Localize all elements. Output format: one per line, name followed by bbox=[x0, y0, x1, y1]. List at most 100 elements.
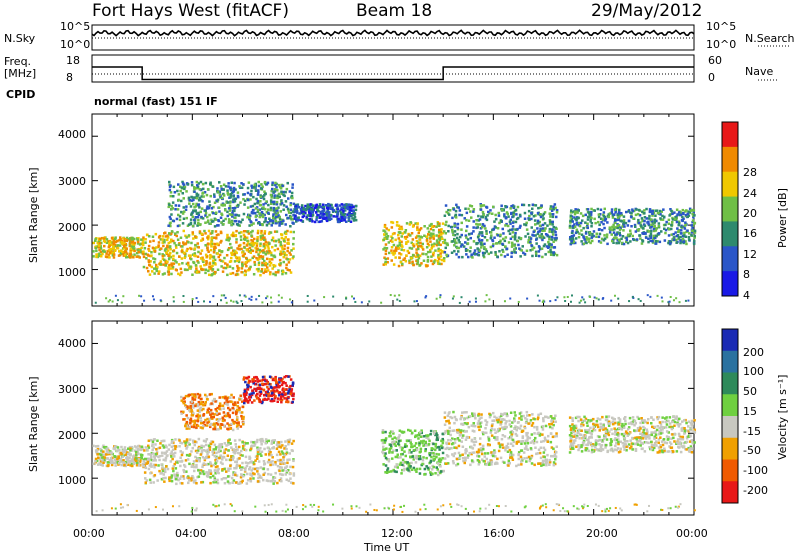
velocity-echo-cell bbox=[192, 423, 196, 427]
velocity-echo-cell bbox=[148, 478, 152, 482]
power-echo-cell bbox=[259, 254, 262, 258]
power-echo-cell bbox=[129, 256, 132, 259]
velocity-echo-cell bbox=[99, 463, 103, 466]
power-echo-cell bbox=[517, 243, 520, 247]
power-echo-cell bbox=[197, 222, 200, 225]
power-echo-cell bbox=[258, 208, 262, 211]
power-echo-cell bbox=[586, 215, 590, 219]
power-echo-cell bbox=[507, 241, 511, 244]
power-echo-cell bbox=[112, 242, 115, 246]
velocity-echo-cell bbox=[190, 400, 194, 403]
power-ground-speck bbox=[120, 301, 123, 304]
power-echo-cell bbox=[443, 251, 447, 254]
power-echo-cell bbox=[213, 225, 217, 228]
power-echo-cell bbox=[289, 208, 293, 211]
velocity-ground-speck bbox=[582, 506, 585, 509]
velocity-ground-speck bbox=[403, 504, 406, 507]
power-echo-cell bbox=[595, 232, 598, 235]
power-echo-cell bbox=[416, 254, 420, 257]
power-echo-cell bbox=[199, 223, 202, 226]
velocity-echo-cell bbox=[240, 481, 243, 484]
power-echo-cell bbox=[278, 258, 282, 262]
power-echo-cell bbox=[336, 213, 339, 216]
power-echo-cell bbox=[641, 239, 644, 242]
power-echo-cell bbox=[129, 250, 132, 253]
power-echo-cell bbox=[679, 235, 682, 239]
beam-label: Beam 18 bbox=[356, 1, 433, 21]
power-echo-cell bbox=[436, 224, 440, 227]
power-echo-cell bbox=[264, 268, 267, 271]
velocity-echo-cell bbox=[120, 453, 123, 456]
power-echo-cell bbox=[675, 208, 679, 211]
power-echo-cell bbox=[415, 259, 418, 262]
velocity-echo-cell bbox=[195, 463, 198, 467]
power-cbar-tick-28: 28 bbox=[743, 166, 757, 179]
velocity-echo-cell bbox=[184, 444, 188, 447]
power-ground-speck bbox=[220, 299, 223, 302]
power-echo-cell bbox=[402, 258, 405, 261]
velocity-echo-cell bbox=[218, 443, 221, 446]
velocity-ground-speck bbox=[450, 505, 453, 508]
power-echo-cell bbox=[506, 212, 509, 216]
power-echo-cell bbox=[327, 204, 330, 207]
power-echo-cell bbox=[233, 206, 237, 210]
power-echo-cell bbox=[620, 213, 623, 217]
power-ground-speck bbox=[589, 295, 592, 298]
power-echo-cell bbox=[264, 253, 267, 256]
power-echo-cell bbox=[436, 262, 440, 265]
power-echo-cell bbox=[236, 259, 239, 262]
power-echo-cell bbox=[214, 270, 217, 274]
power-echo-cell bbox=[263, 190, 266, 193]
power-echo-cell bbox=[661, 218, 665, 221]
power-echo-cell bbox=[663, 227, 666, 230]
power-echo-cell bbox=[569, 242, 572, 246]
power-echo-cell bbox=[291, 218, 294, 221]
velocity-ground-speck bbox=[295, 505, 298, 508]
power-echo-cell bbox=[472, 230, 475, 233]
velocity-echo-cell bbox=[192, 425, 196, 429]
velocity-echo-cell bbox=[233, 403, 236, 407]
power-echo-cell bbox=[464, 249, 468, 252]
power-echo-cell bbox=[107, 253, 111, 256]
power-echo-cell bbox=[258, 203, 262, 207]
velocity-echo-cell bbox=[234, 403, 237, 406]
power-echo-cell bbox=[195, 202, 198, 206]
velocity-ground-speck bbox=[110, 507, 113, 510]
velocity-echo-cell bbox=[232, 479, 236, 482]
power-ground-speck bbox=[152, 298, 155, 301]
power-echo-cell bbox=[330, 203, 333, 207]
power-echo-cell bbox=[437, 256, 440, 259]
power-echo-cell bbox=[276, 189, 279, 192]
power-echo-cell bbox=[153, 267, 156, 270]
power-echo-cell bbox=[625, 210, 628, 214]
power-echo-cell bbox=[460, 233, 463, 237]
velocity-echo-cell bbox=[288, 438, 292, 441]
power-echo-cell bbox=[460, 221, 463, 225]
power-echo-cell bbox=[470, 253, 473, 256]
velocity-echo-cell bbox=[101, 456, 104, 459]
power-echo-cell bbox=[538, 230, 541, 233]
power-echo-cell bbox=[185, 262, 189, 266]
power-echo-cell bbox=[189, 221, 193, 225]
velocity-ground-speck bbox=[399, 505, 402, 508]
power-echo-cell bbox=[677, 230, 680, 234]
power-echo-cell bbox=[626, 224, 630, 227]
velocity-echo-cell bbox=[248, 466, 252, 469]
power-echo-cell bbox=[240, 270, 243, 274]
velocity-echo-cell bbox=[225, 470, 228, 473]
power-echo-cell bbox=[94, 239, 97, 242]
velocity-echo-cell bbox=[221, 419, 225, 423]
power-ground-speck bbox=[687, 299, 690, 302]
power-echo-cell bbox=[478, 231, 482, 234]
power-echo-cell bbox=[690, 224, 693, 227]
power-echo-cell bbox=[642, 232, 645, 235]
nsearch-tick-top: 10^5 bbox=[706, 20, 737, 33]
power-echo-cell bbox=[227, 182, 230, 185]
power-echo-cell bbox=[206, 246, 209, 249]
power-echo-cell bbox=[531, 254, 534, 258]
power-echo-cell bbox=[617, 238, 621, 241]
freq-tick-top: 18 bbox=[66, 54, 80, 67]
power-echo-cell bbox=[691, 219, 695, 222]
velocity-echo-cell bbox=[223, 424, 226, 427]
power-echo-cell bbox=[160, 247, 163, 250]
